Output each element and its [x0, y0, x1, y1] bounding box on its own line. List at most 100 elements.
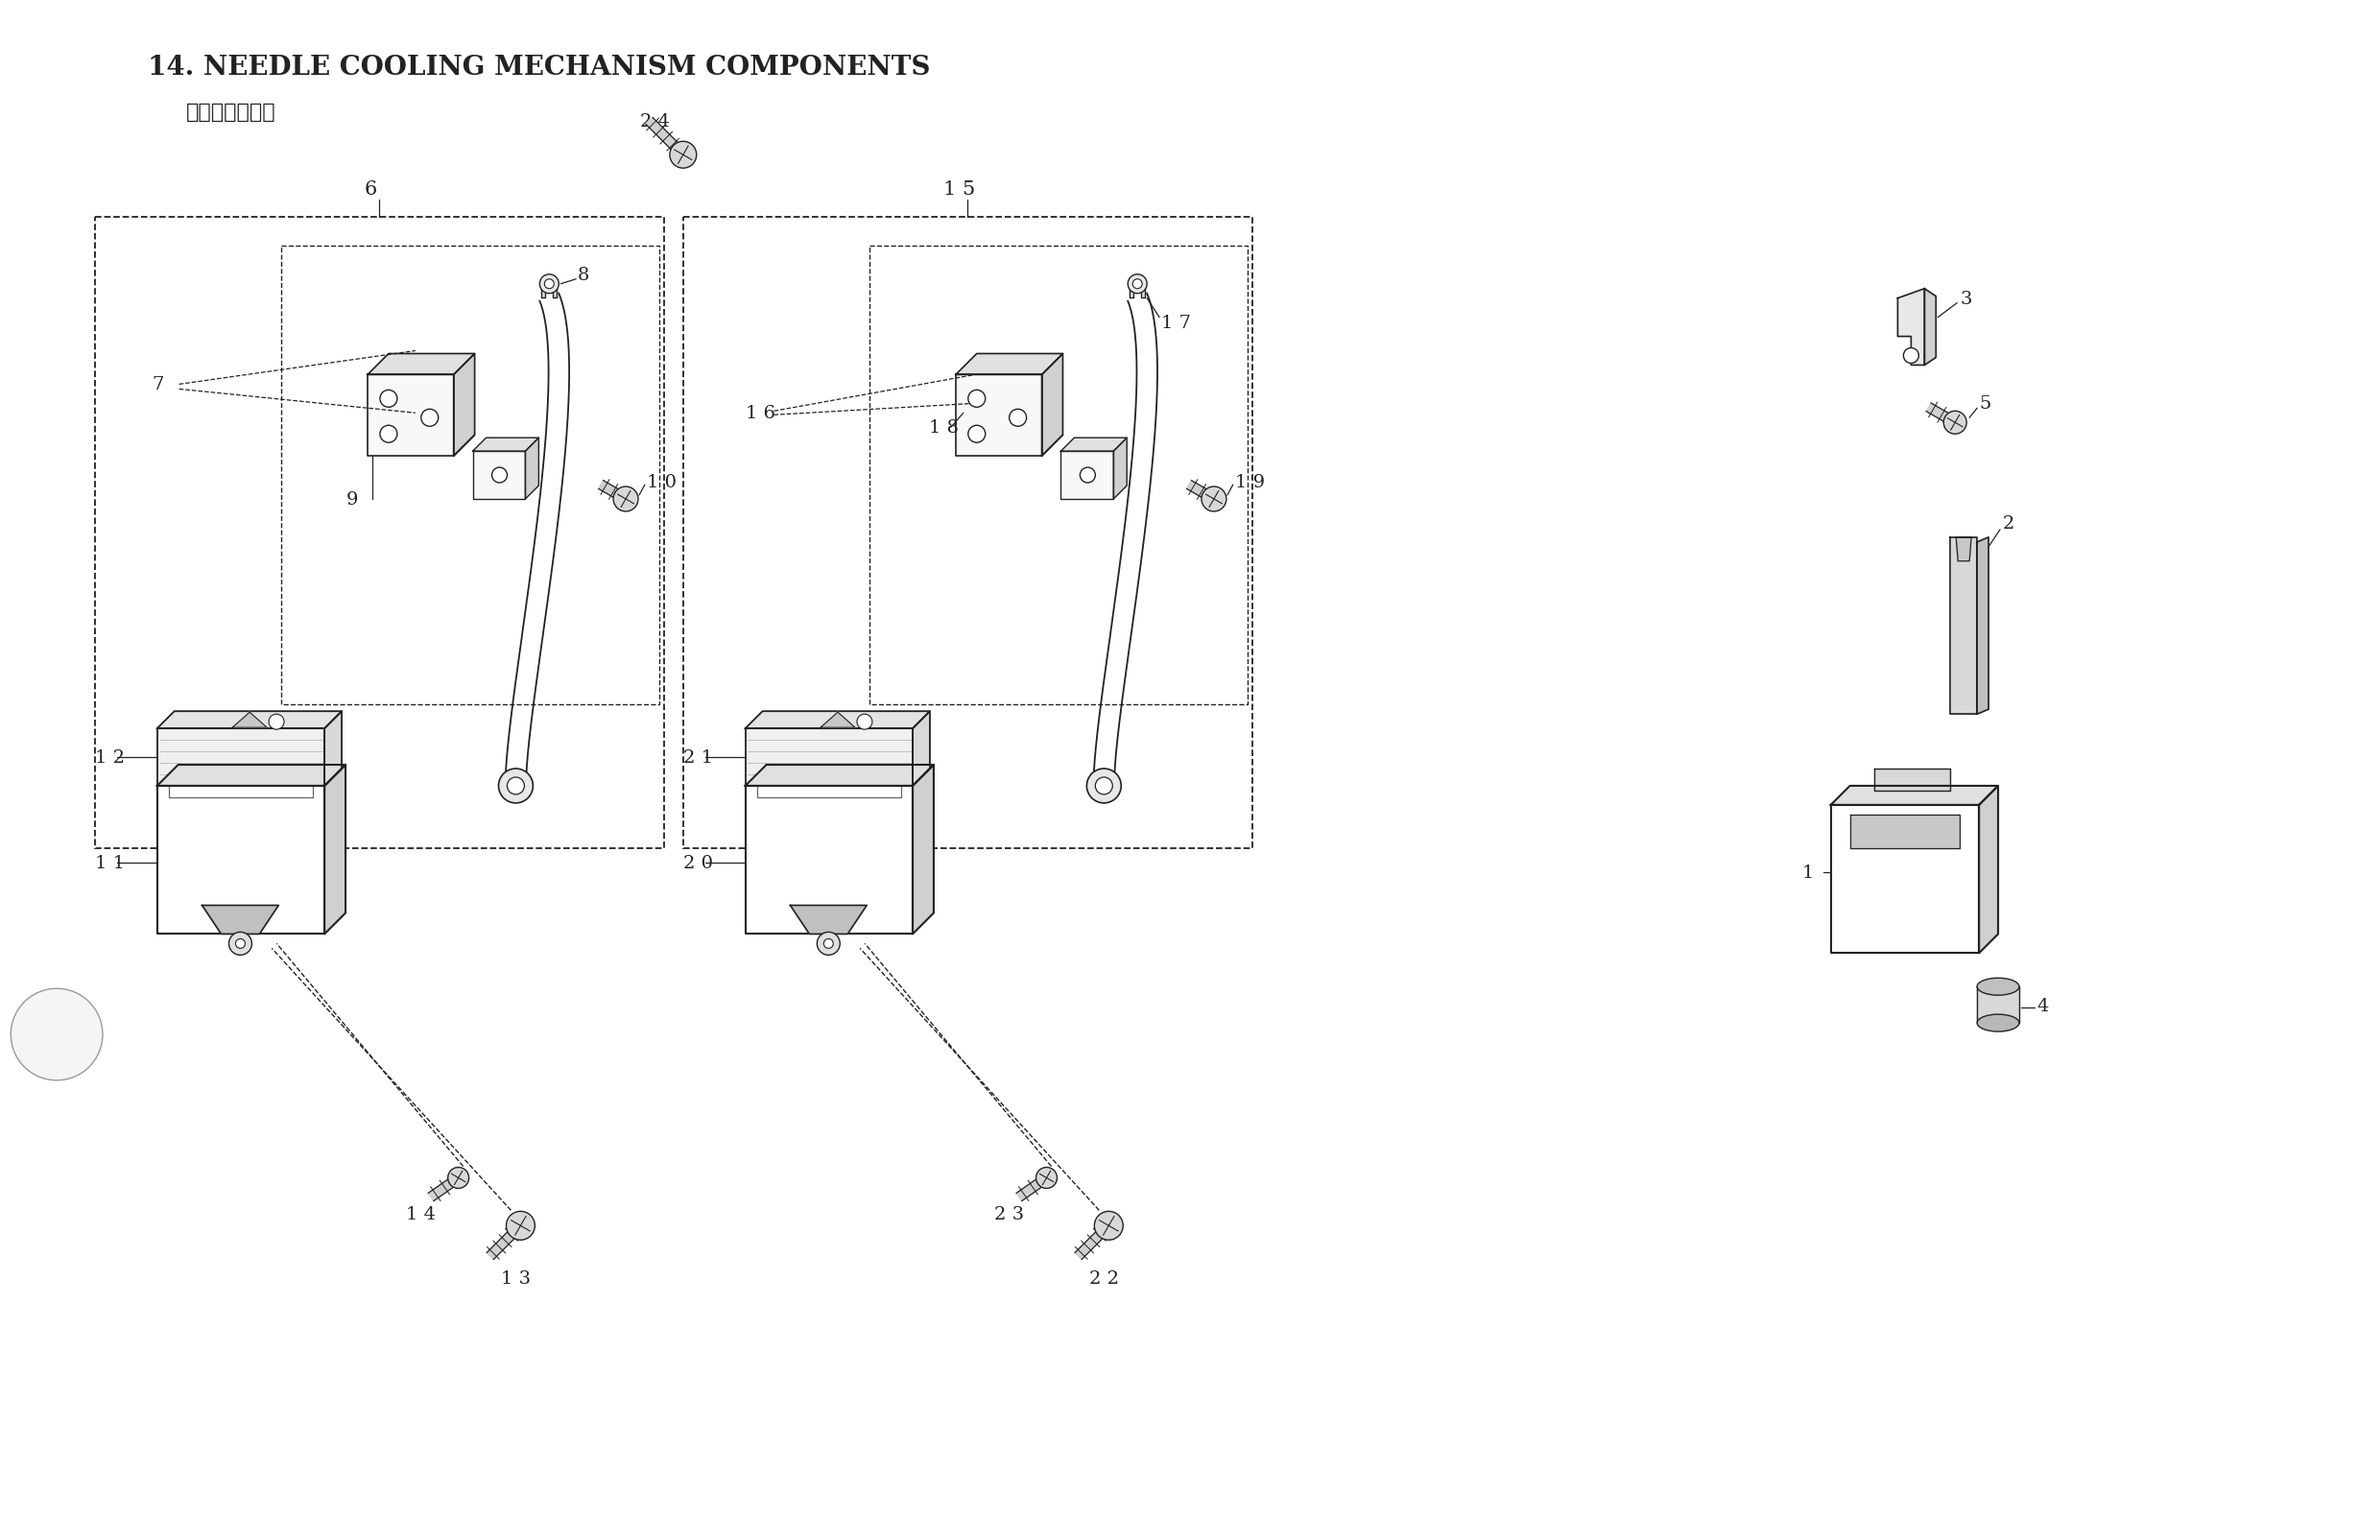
- Polygon shape: [1925, 290, 1935, 367]
- Polygon shape: [1956, 537, 1971, 562]
- Ellipse shape: [1978, 1015, 2018, 1032]
- Polygon shape: [1076, 1223, 1111, 1260]
- Text: 2 3: 2 3: [995, 1206, 1023, 1223]
- Text: 7: 7: [152, 376, 164, 394]
- Text: 1 5: 1 5: [942, 180, 976, 199]
- Polygon shape: [1873, 768, 1949, 792]
- Text: 1 9: 1 9: [1235, 474, 1264, 491]
- Text: 1 4: 1 4: [405, 1206, 436, 1223]
- Polygon shape: [1042, 354, 1064, 456]
- Polygon shape: [745, 711, 931, 728]
- Polygon shape: [233, 713, 267, 728]
- Polygon shape: [474, 439, 538, 451]
- Polygon shape: [474, 451, 526, 499]
- Circle shape: [969, 391, 985, 408]
- Circle shape: [228, 932, 252, 955]
- Circle shape: [1095, 778, 1111, 795]
- Text: 2 1: 2 1: [683, 748, 714, 767]
- Bar: [95, 217, 664, 849]
- Circle shape: [669, 142, 697, 169]
- Text: 5: 5: [1980, 396, 1992, 413]
- Polygon shape: [1061, 451, 1114, 499]
- Circle shape: [381, 391, 397, 408]
- Circle shape: [1009, 410, 1026, 427]
- Polygon shape: [1830, 787, 1999, 805]
- Polygon shape: [488, 1223, 524, 1260]
- Text: 3: 3: [1959, 290, 1973, 308]
- Polygon shape: [1130, 280, 1145, 297]
- Circle shape: [12, 989, 102, 1081]
- Circle shape: [1128, 276, 1147, 294]
- Polygon shape: [157, 787, 324, 935]
- Text: 1 7: 1 7: [1161, 314, 1190, 331]
- Polygon shape: [912, 711, 931, 787]
- Polygon shape: [1925, 403, 1956, 427]
- Polygon shape: [157, 711, 343, 728]
- Polygon shape: [1849, 815, 1959, 849]
- Circle shape: [857, 715, 871, 730]
- Circle shape: [269, 715, 283, 730]
- Circle shape: [507, 778, 524, 795]
- Text: 2 2: 2 2: [1090, 1270, 1119, 1287]
- Polygon shape: [1114, 439, 1126, 499]
- Circle shape: [614, 487, 638, 511]
- Circle shape: [497, 768, 533, 804]
- Circle shape: [421, 410, 438, 427]
- Polygon shape: [543, 280, 557, 297]
- Circle shape: [816, 932, 840, 955]
- Text: 9: 9: [347, 491, 359, 508]
- Bar: [869, 246, 1247, 705]
- Polygon shape: [1897, 290, 1925, 367]
- Polygon shape: [367, 376, 455, 456]
- Circle shape: [381, 427, 397, 444]
- Circle shape: [507, 1212, 536, 1240]
- Polygon shape: [957, 354, 1064, 376]
- Text: 1 8: 1 8: [928, 419, 959, 436]
- Polygon shape: [745, 787, 912, 935]
- Circle shape: [969, 427, 985, 444]
- Polygon shape: [597, 480, 628, 504]
- Circle shape: [1904, 348, 1918, 363]
- Text: 14. NEEDLE COOLING MECHANISM COMPONENTS: 14. NEEDLE COOLING MECHANISM COMPONENTS: [148, 55, 931, 80]
- Circle shape: [447, 1167, 469, 1189]
- Circle shape: [493, 468, 507, 484]
- Text: 8: 8: [578, 266, 590, 283]
- Circle shape: [1095, 1212, 1123, 1240]
- Polygon shape: [1980, 787, 1999, 953]
- Polygon shape: [957, 376, 1042, 456]
- Polygon shape: [745, 765, 933, 787]
- Circle shape: [545, 280, 555, 290]
- Polygon shape: [912, 765, 933, 935]
- Polygon shape: [367, 354, 474, 376]
- Polygon shape: [455, 354, 474, 456]
- Polygon shape: [428, 1173, 462, 1201]
- Polygon shape: [1061, 439, 1126, 451]
- Text: 1 2: 1 2: [95, 748, 124, 767]
- Text: 2 0: 2 0: [683, 855, 714, 872]
- Text: 1 0: 1 0: [647, 474, 676, 491]
- Polygon shape: [324, 765, 345, 935]
- Text: 6: 6: [364, 180, 378, 199]
- Polygon shape: [157, 728, 324, 787]
- Text: 4: 4: [2037, 998, 2049, 1015]
- Text: 2 4: 2 4: [640, 114, 669, 131]
- Circle shape: [1133, 280, 1142, 290]
- Polygon shape: [1830, 805, 1980, 953]
- Text: 1 1: 1 1: [95, 855, 124, 872]
- Polygon shape: [157, 765, 345, 787]
- Polygon shape: [1949, 537, 1978, 715]
- Text: 1 3: 1 3: [502, 1270, 531, 1287]
- Circle shape: [823, 939, 833, 949]
- Polygon shape: [526, 439, 538, 499]
- Text: 1 6: 1 6: [745, 405, 776, 422]
- Bar: [683, 217, 1252, 849]
- Polygon shape: [1978, 987, 2018, 1023]
- Text: 针冷却装置関係: 针冷却装置関係: [186, 103, 276, 122]
- Polygon shape: [1978, 537, 1990, 715]
- Circle shape: [1944, 411, 1966, 434]
- Ellipse shape: [1978, 978, 2018, 995]
- Circle shape: [1081, 468, 1095, 484]
- Circle shape: [236, 939, 245, 949]
- Polygon shape: [1188, 480, 1216, 504]
- Polygon shape: [790, 906, 866, 935]
